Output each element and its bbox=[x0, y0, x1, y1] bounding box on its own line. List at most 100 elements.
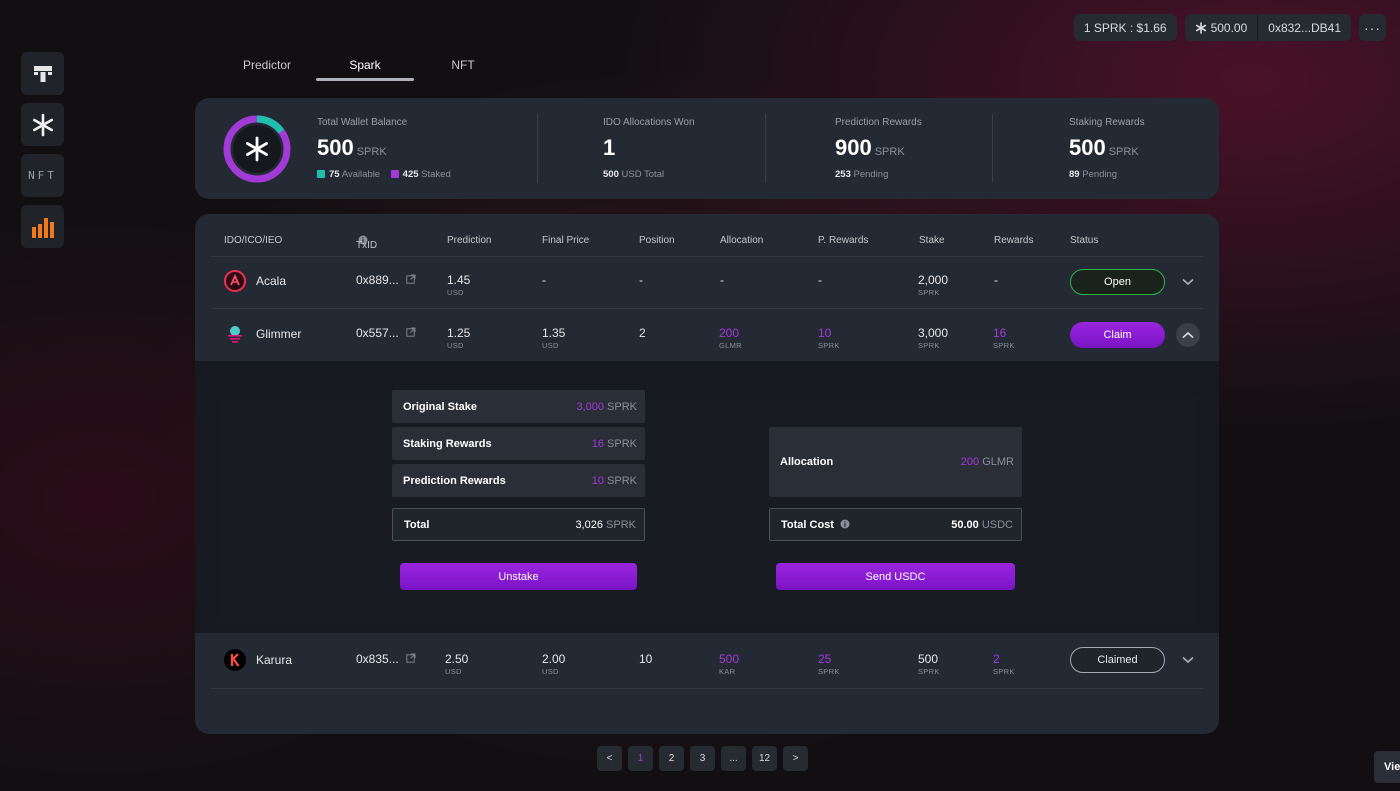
cell-value: 2.50 bbox=[445, 652, 469, 666]
cell-unit: SPRK bbox=[918, 341, 940, 350]
total-row: Total 3,026 SPRK bbox=[392, 508, 645, 541]
staking-pending-label: Pending bbox=[1082, 169, 1118, 180]
cell-value: 16 bbox=[993, 326, 1007, 340]
nft-icon: NFT bbox=[28, 169, 57, 182]
tab-predictor[interactable]: Predictor bbox=[242, 58, 292, 72]
final-price-cell: 2.00 USD bbox=[542, 652, 565, 676]
prev-page-button[interactable]: < bbox=[597, 746, 622, 771]
rewards-cell: - bbox=[994, 273, 998, 287]
expand-row-button[interactable] bbox=[1176, 648, 1200, 672]
detail-label: Total Cost bbox=[781, 519, 850, 531]
ido-sub-label: USD Total bbox=[621, 169, 665, 180]
stat-sub: 253 Pending bbox=[835, 169, 922, 180]
detail-number: 16 bbox=[591, 437, 604, 450]
spark-icon bbox=[1195, 21, 1206, 34]
final-price-cell: 1.35 USD bbox=[542, 326, 565, 350]
sidebar-item-predictor[interactable] bbox=[21, 205, 64, 248]
stat-label: IDO Allocations Won bbox=[603, 117, 695, 128]
stat-ido-allocations: IDO Allocations Won 1 500 USD Total bbox=[603, 117, 695, 180]
sidebar-item-spark[interactable] bbox=[21, 103, 64, 146]
unstake-button[interactable]: Unstake bbox=[400, 563, 637, 590]
stat-sub: 89 Pending bbox=[1069, 169, 1145, 180]
spark-icon bbox=[246, 136, 268, 161]
unit-label: SPRK bbox=[356, 146, 387, 158]
detail-value: 3,000 SPRK bbox=[576, 401, 637, 413]
cell-unit: USD bbox=[445, 667, 462, 676]
send-usdc-button[interactable]: Send USDC bbox=[776, 563, 1015, 590]
project-name: Acala bbox=[256, 274, 287, 288]
bar-chart-icon bbox=[31, 217, 54, 238]
stat-label: Prediction Rewards bbox=[835, 117, 922, 128]
cell-value: 25 bbox=[818, 652, 832, 666]
prediction-rewards-value: 900 bbox=[835, 135, 872, 160]
open-button[interactable]: Open bbox=[1070, 269, 1165, 295]
external-link-icon[interactable] bbox=[406, 274, 416, 284]
cell-unit: SPRK bbox=[918, 288, 940, 297]
donut-available-ring bbox=[223, 115, 291, 182]
table-row[interactable]: Karura 0x835... 2.50 USD 2.00 USD 10 500 KA… bbox=[195, 634, 1219, 686]
detail-value: 16 SPRK bbox=[592, 438, 637, 450]
wallet-address-text: 0x832...DB41 bbox=[1268, 20, 1341, 35]
info-icon[interactable] bbox=[358, 235, 368, 245]
t-logo-icon bbox=[33, 65, 52, 82]
detail-unit: SPRK bbox=[607, 437, 637, 450]
total-cost-label: Total Cost bbox=[781, 518, 834, 531]
detail-unit: SPRK bbox=[607, 400, 637, 413]
txid-cell[interactable]: 0x889... bbox=[356, 273, 416, 287]
page-button-3[interactable]: 3 bbox=[690, 746, 715, 771]
prediction-pending-value: 253 bbox=[835, 169, 851, 180]
staked-legend-square bbox=[390, 170, 399, 178]
detail-label: Original Stake bbox=[403, 400, 477, 413]
table-row[interactable]: Acala 0x889... 1.45 USD - - - - 2,000 SPRK… bbox=[195, 256, 1219, 308]
unit-label: SPRK bbox=[1108, 146, 1139, 158]
cell-unit: GLMR bbox=[719, 341, 742, 350]
detail-label: Prediction Rewards bbox=[403, 474, 506, 487]
cell-unit: SPRK bbox=[993, 341, 1015, 350]
table-row[interactable]: Glimmer 0x557... 1.25 USD 1.35 USD 2 200 GL… bbox=[195, 308, 1219, 360]
info-icon[interactable] bbox=[840, 519, 850, 529]
external-link-icon[interactable] bbox=[406, 327, 416, 337]
wallet-address[interactable]: 0x832...DB41 bbox=[1257, 14, 1351, 41]
sidebar-item-nft[interactable]: NFT bbox=[21, 154, 64, 197]
page-button-2[interactable]: 2 bbox=[659, 746, 684, 771]
claim-button[interactable]: Claim bbox=[1070, 322, 1165, 348]
column-header: P. Rewards bbox=[818, 235, 869, 246]
divider bbox=[537, 114, 538, 183]
expand-row-button[interactable] bbox=[1176, 270, 1200, 294]
next-page-button[interactable]: > bbox=[783, 746, 808, 771]
tab-spark[interactable]: Spark bbox=[316, 58, 414, 81]
stat-sub: 500 USD Total bbox=[603, 169, 695, 180]
view-button[interactable]: Vie bbox=[1374, 751, 1400, 783]
prediction-cell: 1.45 USD bbox=[447, 273, 470, 297]
txid-cell[interactable]: 0x835... bbox=[356, 652, 416, 666]
collapse-row-button[interactable] bbox=[1176, 323, 1200, 347]
p-rewards-cell: 10 SPRK bbox=[818, 326, 840, 350]
unit-label: SPRK bbox=[874, 146, 905, 158]
stake-cell: 3,000 SPRK bbox=[918, 326, 948, 350]
tab-nft[interactable]: NFT bbox=[451, 58, 475, 72]
page-button-12[interactable]: 12 bbox=[752, 746, 777, 771]
cell-value: - bbox=[720, 273, 724, 287]
allocation-cell: 200 GLMR bbox=[719, 326, 742, 350]
pagination: < 1 2 3 ... 12 > bbox=[597, 746, 808, 771]
ido-sub-value: 500 bbox=[603, 169, 619, 180]
cell-value: 1.25 bbox=[447, 326, 471, 340]
summary-card: Total Wallet Balance 500 SPRK 75 Availabl… bbox=[195, 98, 1219, 199]
detail-number: 3,026 bbox=[575, 518, 603, 531]
project-name: Glimmer bbox=[256, 327, 302, 341]
staked-value: 425 bbox=[402, 169, 419, 180]
wallet-pill[interactable]: 500.00 0x832...DB41 bbox=[1184, 14, 1351, 41]
claimed-button[interactable]: Claimed bbox=[1070, 647, 1165, 673]
prediction-cell: 2.50 USD bbox=[445, 652, 468, 676]
cell-value: 500 bbox=[719, 652, 740, 666]
detail-number: 3,000 bbox=[576, 400, 604, 413]
page-button-1[interactable]: 1 bbox=[628, 746, 653, 771]
external-link-icon[interactable] bbox=[406, 653, 416, 663]
allocation-cell: - bbox=[720, 273, 724, 287]
txid-cell[interactable]: 0x557... bbox=[356, 326, 416, 340]
more-options-button[interactable]: ··· bbox=[1359, 14, 1386, 41]
stat-wallet-balance: Total Wallet Balance 500 SPRK 75 Availabl… bbox=[317, 117, 537, 180]
sidebar-item-logo[interactable] bbox=[21, 52, 64, 95]
cell-value: 2,000 bbox=[918, 273, 949, 287]
stake-cell: 500 SPRK bbox=[918, 652, 940, 676]
